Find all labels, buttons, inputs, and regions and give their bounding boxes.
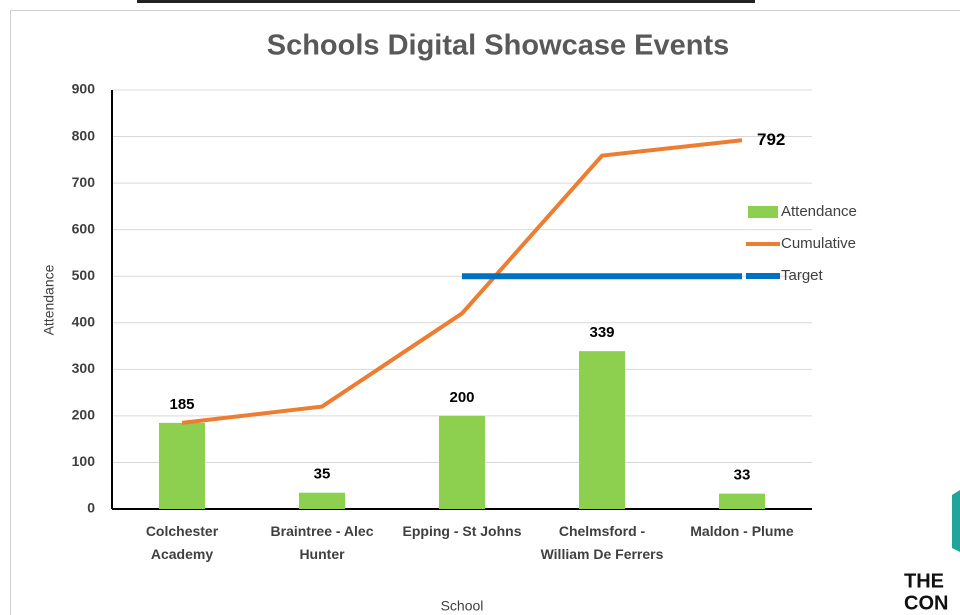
y-tick-label: 100 bbox=[72, 453, 96, 469]
bar bbox=[159, 422, 205, 509]
x-axis-title: School bbox=[441, 598, 484, 614]
logo-text: THE bbox=[904, 570, 944, 592]
x-tick-label: Chelmsford - William De Ferrers bbox=[540, 523, 664, 562]
x-tick-label: Epping - St Johns bbox=[402, 523, 522, 539]
bar bbox=[299, 492, 345, 509]
bar bbox=[439, 415, 485, 509]
y-tick-label: 900 bbox=[72, 81, 96, 97]
data-label: 33 bbox=[734, 467, 751, 484]
image-strip bbox=[137, 0, 755, 3]
x-tick-label: Maldon - Plume bbox=[690, 523, 794, 539]
legend-label: Attendance bbox=[781, 203, 857, 220]
legend-swatch bbox=[748, 206, 778, 218]
line bbox=[181, 138, 743, 425]
legend-label: Cumulative bbox=[781, 235, 856, 252]
y-tick-label: 700 bbox=[72, 174, 96, 190]
data-label: 185 bbox=[169, 396, 194, 413]
y-tick-label: 300 bbox=[72, 360, 96, 376]
logo-text: CON bbox=[904, 592, 948, 614]
y-axis-title: Attendance bbox=[41, 264, 57, 335]
y-tick-label: 0 bbox=[87, 500, 95, 516]
chart-frame bbox=[10, 10, 960, 615]
logo-shape bbox=[952, 490, 960, 552]
y-tick-label: 400 bbox=[72, 313, 96, 329]
data-label: 339 bbox=[589, 324, 614, 341]
y-tick-label: 500 bbox=[72, 267, 96, 283]
y-tick-label: 600 bbox=[72, 220, 96, 236]
chart-title: Schools Digital Showcase Events bbox=[267, 30, 730, 62]
y-tick-label: 800 bbox=[72, 127, 96, 143]
x-tick-label: Colchester Academy bbox=[145, 523, 219, 562]
bar bbox=[579, 351, 625, 509]
data-label: 200 bbox=[449, 389, 474, 406]
bar bbox=[719, 493, 765, 509]
x-tick-label: Braintree - Alec Hunter bbox=[270, 523, 374, 562]
y-tick-label: 200 bbox=[72, 407, 96, 423]
data-label: 792 bbox=[757, 130, 785, 149]
legend-label: Target bbox=[781, 267, 824, 284]
data-label: 35 bbox=[314, 466, 331, 483]
